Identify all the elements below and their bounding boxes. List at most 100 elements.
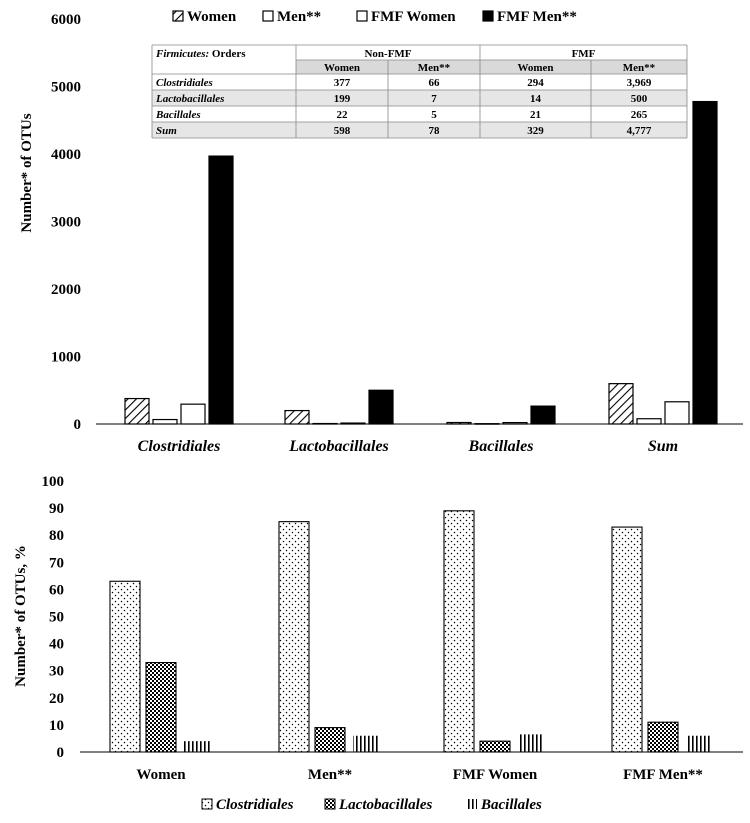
bottom-bars <box>109 510 712 753</box>
bar-clostridiales-women <box>109 580 141 753</box>
legend-label-fmf-men: FMF Men** <box>497 9 577 25</box>
table-cell: 21 <box>530 109 541 121</box>
bar-clostridiales-fmf-women <box>443 510 475 753</box>
table-row-shade <box>152 122 687 138</box>
legend-label-men: Men** <box>277 9 321 25</box>
bar-bacillales-men <box>353 735 379 752</box>
table-row-label: Lactobacillales <box>155 93 224 105</box>
legend-swatch-fmf-women <box>356 10 368 22</box>
legend-swatch-fmf-men <box>482 10 494 22</box>
table-cell: 598 <box>334 125 351 137</box>
table-subheader: Women <box>324 62 360 74</box>
table-cell: 22 <box>337 109 349 121</box>
bar-lactobacillales-fmf-men <box>647 721 679 753</box>
y-tick-label: 70 <box>49 555 64 571</box>
y-tick-label: 40 <box>49 637 64 653</box>
bar-clostridiales-men <box>278 521 310 753</box>
category-label: FMF Women <box>453 767 538 783</box>
y-tick-label: 90 <box>49 501 64 517</box>
y-tick-label: 80 <box>49 528 64 544</box>
legend-label-bacillales: Bacillales <box>480 797 542 813</box>
legend-label-lactobacillales: Lactobacillales <box>338 797 432 813</box>
category-label: FMF Men** <box>623 767 703 783</box>
top-legend: Women Men** FMF Women FMF Men** <box>172 9 577 25</box>
table-row-label: Clostridiales <box>156 77 213 89</box>
table-cell: 500 <box>631 93 648 105</box>
table-cell: 78 <box>429 125 441 137</box>
legend-swatch-men <box>262 10 274 22</box>
legend-label-women: Women <box>187 9 237 25</box>
y-tick-label: 1000 <box>51 350 81 366</box>
bar-fmf-men-lactobacillales <box>368 389 394 425</box>
legend-label-clostridiales: Clostridiales <box>216 797 294 813</box>
table-subheader: Men** <box>623 62 656 74</box>
top-y-axis-title: Number* of OTUs <box>19 113 35 232</box>
top-categories: Clostridiales Lactobacillales Bacillales Su… <box>138 438 678 455</box>
legend-label-fmf-women: FMF Women <box>371 9 456 25</box>
y-tick-label: 6000 <box>51 12 81 28</box>
category-label: Men** <box>308 767 352 783</box>
bottom-categories: Women Men** FMF Women FMF Men** <box>136 767 703 783</box>
table-cell: 329 <box>527 125 544 137</box>
bar-fmf-men-bacillales <box>530 405 556 425</box>
bar-bacillales-fmf-women <box>518 734 544 752</box>
y-tick-label: 2000 <box>51 282 81 298</box>
top-bars <box>124 100 718 425</box>
y-tick-label: 30 <box>49 664 64 680</box>
bar-women-lactobacillales <box>284 409 310 425</box>
legend-swatch-clostridiales <box>201 798 213 810</box>
bar-lactobacillales-fmf-women <box>479 740 511 753</box>
table-cell: 5 <box>431 109 437 121</box>
table-row-label: Sum <box>156 125 177 137</box>
table-group-header: FMF <box>572 48 596 60</box>
table-cell: 3,969 <box>627 77 652 89</box>
top-chart: Women Men** FMF Women FMF Men** Number* of … <box>19 9 743 455</box>
table-cell: 4,777 <box>627 125 652 137</box>
y-tick-label: 10 <box>49 718 64 734</box>
category-label: Clostridiales <box>138 438 221 455</box>
table-cell: 199 <box>334 93 351 105</box>
data-table: Firmicutes: Orders Non-FMF FMF Women Men** Wo… <box>151 44 688 139</box>
bar-lactobacillales-women <box>145 662 177 753</box>
bar-men-clostridiales <box>152 418 178 425</box>
y-tick-label: 4000 <box>51 147 81 163</box>
y-tick-label: 100 <box>42 474 65 490</box>
bottom-legend: Clostridiales Lactobacillales Bacillales <box>201 797 542 813</box>
y-tick-label: 3000 <box>51 215 81 231</box>
bottom-y-ticks: 0 10 20 30 40 50 60 70 80 90 100 <box>42 474 65 761</box>
y-tick-label: 60 <box>49 582 64 598</box>
table-row-label: Bacillales <box>155 109 201 121</box>
table-cell: 265 <box>631 109 648 121</box>
bar-clostridiales-fmf-men <box>611 526 643 753</box>
table-cell: 66 <box>429 77 441 89</box>
table-cell: 294 <box>527 77 544 89</box>
bar-bacillales-women <box>184 741 210 752</box>
legend-swatch-women <box>172 10 184 22</box>
y-tick-label: 20 <box>49 691 64 707</box>
y-tick-label: 0 <box>74 417 82 433</box>
table-subheader: Women <box>517 62 553 74</box>
category-label: Women <box>136 767 186 783</box>
y-tick-label: 5000 <box>51 80 81 96</box>
legend-swatch-lactobacillales <box>324 798 336 810</box>
top-y-ticks: 0 1000 2000 3000 4000 5000 6000 <box>51 12 81 433</box>
y-tick-label: 50 <box>49 610 64 626</box>
bottom-chart: Number* of OTUs, % 0 10 20 30 40 50 60 70 80 90 10… <box>13 474 743 813</box>
table-cell: 377 <box>334 77 351 89</box>
y-tick-label: 0 <box>57 745 65 761</box>
category-label: Lactobacillales <box>288 438 389 455</box>
bar-lactobacillales-men <box>314 727 346 753</box>
table-corner-header: Firmicutes: Orders <box>155 48 246 60</box>
table-group-header: Non-FMF <box>364 48 411 60</box>
bar-fmf-men-clostridiales <box>208 155 234 425</box>
bar-women-clostridiales <box>124 397 150 425</box>
table-cell: 7 <box>431 93 437 105</box>
bar-women-sum <box>608 383 634 425</box>
category-label: Sum <box>648 438 678 455</box>
table-cell: 14 <box>530 93 542 105</box>
table-row-shade <box>152 90 687 106</box>
category-label: Bacillales <box>468 438 534 455</box>
table-subheader: Men** <box>418 62 451 74</box>
table-subheader-shade <box>296 60 687 74</box>
